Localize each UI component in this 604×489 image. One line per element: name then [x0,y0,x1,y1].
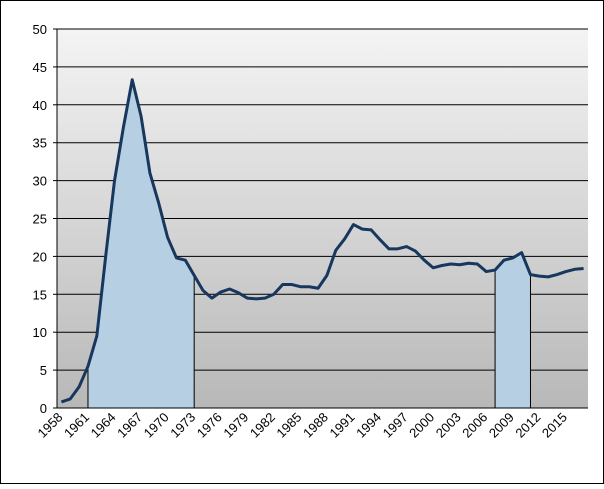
area [494,251,531,409]
y-tick-label: 45 [33,60,47,75]
y-tick-label: 20 [33,249,47,264]
y-tick-label: 40 [33,98,47,113]
y-tick-label: 15 [33,287,47,302]
y-tick-label: 5 [40,363,47,378]
line [60,78,584,404]
y-tick-label: 10 [33,325,47,340]
y-tick-label: 30 [33,174,47,189]
y-tick-label: 50 [33,22,47,37]
y-tick-label: 35 [33,136,47,151]
y-tick-label: 25 [33,212,47,227]
y-tick-label: 0 [40,401,47,416]
